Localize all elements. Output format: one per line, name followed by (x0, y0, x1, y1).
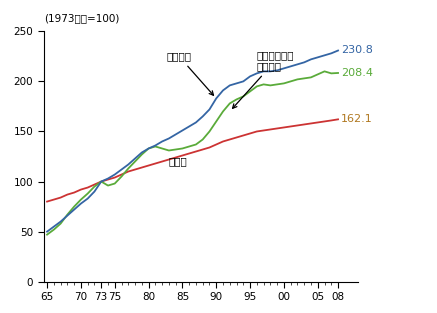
Text: 家庭用エネル
ギー消費: 家庭用エネル ギー消費 (232, 50, 295, 108)
Text: 208.4: 208.4 (341, 69, 373, 79)
Text: 個人消費: 個人消費 (166, 51, 214, 95)
Text: 230.8: 230.8 (341, 45, 373, 55)
Text: (1973年度=100): (1973年度=100) (44, 13, 119, 23)
Text: 162.1: 162.1 (341, 114, 372, 124)
Text: 世帯数: 世帯数 (169, 156, 187, 167)
